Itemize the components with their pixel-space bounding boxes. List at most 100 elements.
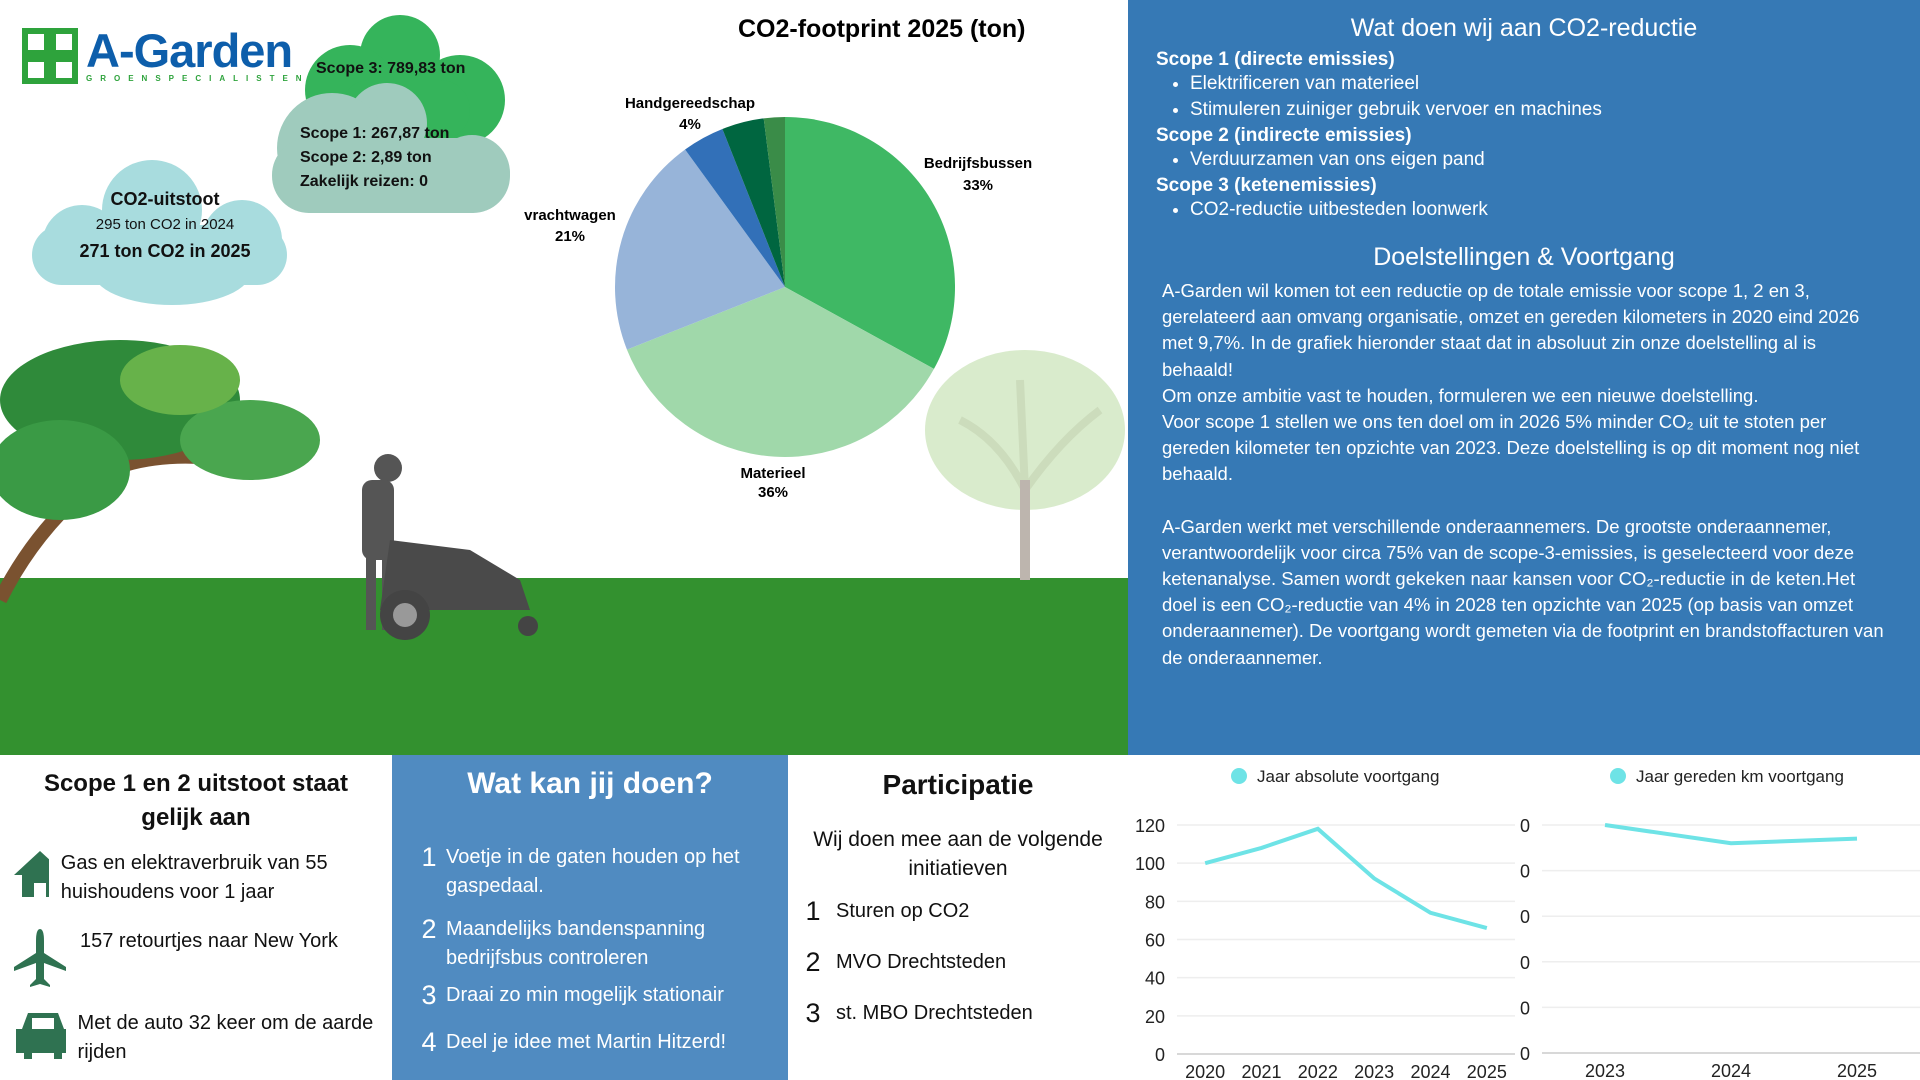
list-item: CO2-reductie uitbesteden loonwerk [1190,197,1892,223]
doelen-paragraph: Om onze ambitie vast te houden, formuler… [1162,384,1759,406]
pie-label-bedrijfsbussen: Bedrijfsbussen [924,155,1032,172]
pie-slice-other-4 [722,118,785,287]
pie-pct-materieel: 36% [758,484,788,501]
participatie-text: Sturen op CO2 [836,900,970,922]
garden-illustration [0,340,1125,640]
uitstoot-2025: 271 ton CO2 in 2025 [79,241,251,261]
pie-pct-vrachtwagen: 21% [555,228,585,245]
action-text: Maandelijks bandenspanning bedrijfsbus c… [446,918,706,969]
action-number: 3 [421,980,437,1010]
actions-title: Wat kan jij doen? [467,767,713,800]
x-tick-label: 2022 [1298,1062,1338,1080]
scope3-label: Scope 3: 789,83 ton [316,60,466,77]
y-tick-label: 120 [1135,816,1165,836]
y-tick-label: 0 [1520,1044,1530,1064]
pie-slice-bedrijfsbussen [785,117,956,369]
participatie-text: st. MBO Drechtsteden [836,1002,1033,1024]
action-number: 1 [421,842,437,872]
km-progress-chart: Jaar gereden km voortgang 0 20 40 60 80 100 202… [1520,767,1920,1080]
x-tick-label: 2025 [1837,1061,1877,1080]
logo: A-Garden GROENSPECIALISTEN [22,24,310,84]
y-tick-label: 60 [1145,931,1165,951]
x-tick-label: 2023 [1585,1061,1625,1080]
uitstoot-cloud [32,160,287,305]
uitstoot-title: CO2-uitstoot [110,189,220,209]
pie-slice-vrachtwagen [615,149,785,350]
x-tick-label: 2021 [1241,1062,1281,1080]
actions-section: Wat kan jij doen? 1 Voetje in de gaten ho… [392,755,788,1080]
participatie-text: MVO Drechtsteden [836,951,1007,973]
y-tick-label: 20 [1520,998,1530,1018]
legend-label: Jaar absolute voortgang [1257,767,1439,786]
house-icon [14,851,49,897]
uitstoot-2024: 295 ton CO2 in 2024 [95,216,235,233]
list-item: Stimuleren zuiniger gebruik vervoer en m… [1190,97,1892,123]
logo-tagline: GROENSPECIALISTEN [86,74,310,83]
pie-label-handgereedschap: Handgereedschap [625,95,755,112]
equivalent-text: Met de auto 32 keer om de aarde rijden [77,1012,374,1063]
participatie-number: 1 [805,896,821,926]
action-text: Voetje in de gaten houden op het gaspeda… [446,846,740,897]
equivalent-text: Gas en elektraverbruik van 55 huishouden… [60,852,328,903]
x-tick-label: 2025 [1467,1062,1507,1080]
participatie-intro: Wij doen mee aan de volgende initiatieve… [813,828,1103,880]
pie-slice-materieel [626,287,934,457]
participatie-number: 2 [805,947,821,977]
participatie-number: 3 [805,998,821,1028]
scope2-label: Scope 2: 2,89 ton [300,149,432,166]
grass-ground [0,578,1128,755]
airplane-icon [14,929,66,987]
action-number: 2 [421,914,437,944]
pie-pct-handgereedschap: 4% [679,116,701,133]
pie-label-vrachtwagen: vrachtwagen [524,207,616,224]
y-tick-label: 60 [1520,907,1530,927]
doelen-paragraph: Voor scope 1 stellen we ons ten doel om … [1162,411,1860,485]
y-tick-label: 0 [1155,1045,1165,1065]
x-tick-label: 2024 [1711,1061,1751,1080]
left-tree-icon [0,340,320,604]
action-text: Deel je idee met Martin Hitzerd! [446,1031,727,1053]
co2-reduction-panel: Wat doen wij aan CO2-reductie Scope 1 (d… [1128,0,1920,755]
y-tick-label: 40 [1145,969,1165,989]
logo-icon [22,28,78,84]
scope3-heading: Scope 3 (ketenemissies) [1156,175,1377,196]
action-text: Draai zo min mogelijk stationair [446,984,724,1006]
action-number: 4 [421,1027,437,1057]
scope1-heading: Scope 1 (directe emissies) [1156,49,1395,70]
legend-label: Jaar gereden km voortgang [1636,767,1844,786]
y-tick-label: 20 [1145,1007,1165,1027]
x-tick-label: 2023 [1354,1062,1394,1080]
series-line [1604,823,1858,846]
y-tick-label: 80 [1520,862,1530,882]
pie-chart: CO2-footprint 2025 (ton) Bedrijfsbussen … [524,15,1032,501]
legend-marker [1610,768,1626,784]
legend-marker [1231,768,1247,784]
scope2-heading: Scope 2 (indirecte emissies) [1156,125,1412,146]
logo-name: A-Garden [86,24,293,77]
pie-label-materieel: Materieel [740,465,805,482]
participatie-section: Participatie Wij doen mee aan de volgend… [788,755,1128,1080]
equivalent-title: Scope 1 en 2 uitstoot staat gelijk aan [43,770,349,831]
x-tick-label: 2024 [1410,1062,1450,1080]
pie-pct-bedrijfsbussen: 33% [963,177,993,194]
doelen-paragraph: A-Garden wil komen tot een reductie op d… [1162,280,1860,380]
x-tick-label: 2020 [1185,1062,1225,1080]
reductie-title: Wat doen wij aan CO2-reductie [1350,14,1698,42]
y-tick-label: 100 [1135,854,1165,874]
doelen-paragraph: A-Garden werkt met verschillende onderaa… [1162,515,1884,668]
pie-slice-handgereedschap [685,128,785,287]
right-tree-icon [925,350,1125,580]
equivalent-text: 157 retourtjes naar New York [80,930,338,952]
doelen-title: Doelstellingen & Voortgang [1373,243,1675,271]
series-line [1204,826,1488,930]
y-tick-label: 100 [1520,816,1530,836]
scope12-cloud [272,83,510,213]
pie-slice-other-5 [763,117,785,287]
equivalent-section: Scope 1 en 2 uitstoot staat gelijk aan G… [0,755,392,1080]
absolute-progress-chart: Jaar absolute voortgang 0 20 40 60 80 100 120 20… [1135,767,1515,1080]
mower-person-icon [362,454,538,640]
pie-title: CO2-footprint 2025 (ton) [738,15,1026,43]
list-item: Elektrificeren van materieel [1190,71,1892,97]
scope1-label: Scope 1: 267,87 ton [300,125,450,142]
list-item: Verduurzamen van ons eigen pand [1190,147,1892,173]
